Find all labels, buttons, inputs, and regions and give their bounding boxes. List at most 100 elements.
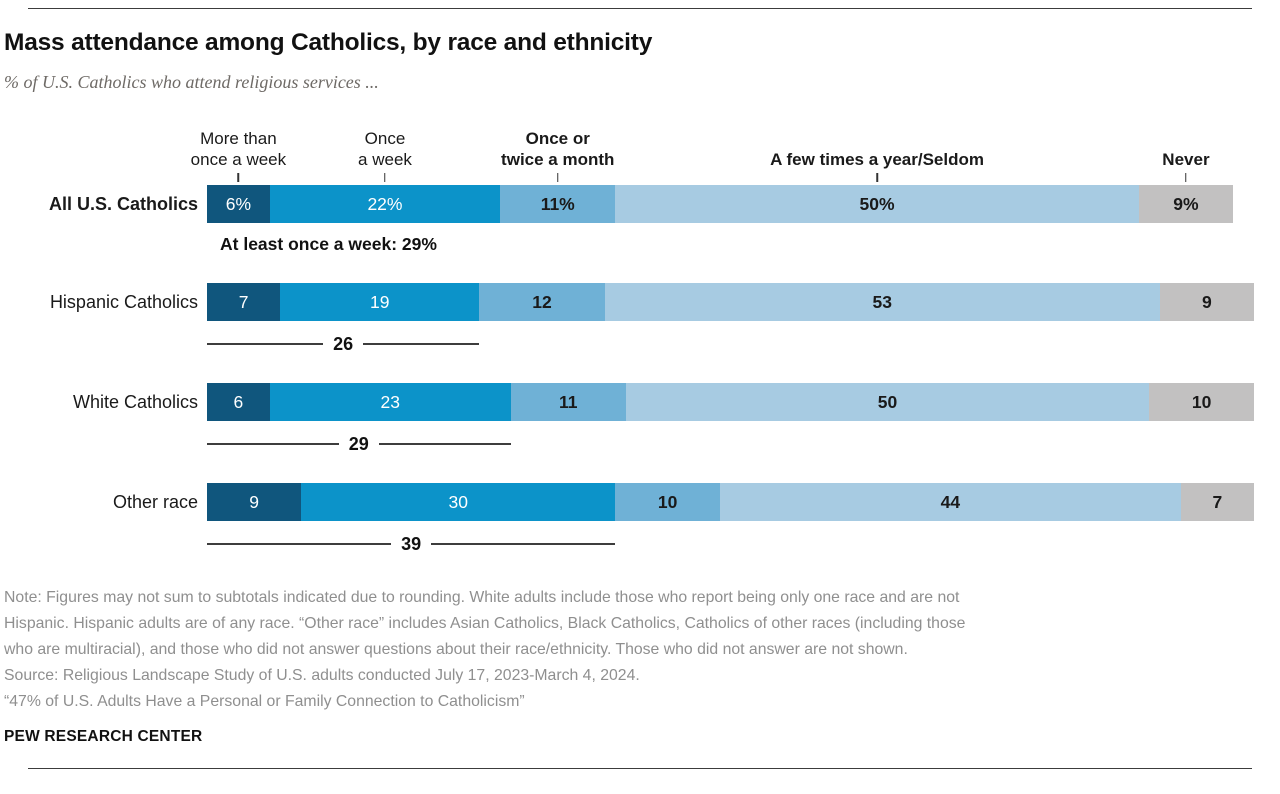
subtotal-value: 29 [348,433,369,454]
axis-tick [556,173,559,182]
bar-segment-0: 6 [207,383,270,421]
bar-segment-4: 9 [1159,283,1254,321]
bar-segment-1: 22% [269,185,501,223]
chart-page: Mass attendance among Catholics, by race… [0,8,1280,794]
bracket-line [207,343,324,345]
bracket-line [431,543,616,545]
bar-area: 9 30 10 44 7 [207,483,1254,521]
row-label: Hispanic Catholics [49,291,198,312]
segment-value: 23 [380,391,400,412]
bar-area: 6% 22% 11% 50% 9% [207,185,1254,223]
column-header: A few times a year/Seldom [770,150,985,169]
note-line: Note: Figures may not sum to subtotals i… [4,589,960,606]
segment-value: 44 [940,491,961,512]
bar-row: All U.S. Catholics 6% 22% 11% 50% 9% [0,185,1280,223]
axis-header-row: More than once a week Once a week Once or … [191,115,1254,185]
bracket-line [207,443,339,445]
bottom-divider [28,768,1252,769]
segment-value: 30 [448,491,468,512]
segment-value: 11 [558,391,578,412]
bar-segment-4: 10 [1149,383,1254,421]
bar-segment-2: 12 [479,283,605,321]
stacked-bar: 9 30 10 44 7 [207,483,1254,521]
bar-segment-4: 9% [1138,185,1234,223]
stacked-bar-chart: More than once a week Once a week Once or … [0,115,1280,555]
source-line: Source: Religious Landscape Study of U.S… [4,667,640,684]
subtotal-bracket: 39 [207,533,616,555]
segment-value: 50 [877,391,898,412]
segment-value: 10 [657,491,678,512]
stacked-bar: 7 19 12 53 9 [207,283,1254,321]
column-header: More than once a week [190,129,287,169]
report-quote-line: “47% of U.S. Adults Have a Personal or F… [4,693,525,710]
bar-segment-3: 44 [720,483,1181,521]
stacked-bar: 6 23 11 50 10 [207,383,1254,421]
bar-segment-3: 50 [625,383,1150,421]
segment-value: 12 [532,291,552,312]
row-block: All U.S. Catholics 6% 22% 11% 50% 9% At least … [0,185,1280,255]
axis-tick [1185,173,1187,182]
bar-segment-3: 50% [615,185,1139,223]
bar-row: Hispanic Catholics 7 19 12 53 9 [0,283,1280,321]
axis-tick [384,173,386,182]
top-divider [28,8,1252,9]
bar-segment-2: 11% [500,185,616,223]
bar-segment-1: 23 [269,383,511,421]
stacked-bar: 6% 22% 11% 50% 9% [207,185,1254,223]
column-header: Never [1162,150,1210,169]
row-block: Other race 9 30 10 44 7 39 [0,483,1280,555]
subtotal-annotation: At least once a week: 29% [220,234,437,254]
bracket-line [207,543,392,545]
segment-value: 10 [1191,391,1212,412]
note-line: Hispanic. Hispanic adults are of any rac… [4,615,966,632]
annotation-wrap: At least once a week: 29% [207,234,1254,255]
segment-value: 7 [238,291,249,312]
segment-value: 7 [1212,491,1223,512]
subtotal-value: 39 [401,533,422,554]
segment-value: 6% [225,193,252,214]
bar-area: 7 19 12 53 9 [207,283,1254,321]
segment-value: 6 [233,391,244,412]
bracket-wrap: 26 [207,333,1254,355]
bar-segment-1: 19 [280,283,480,321]
axis-tick [237,173,240,182]
row-label: All U.S. Catholics [48,193,198,214]
row-label: White Catholics [72,391,198,412]
bar-segment-3: 53 [604,283,1160,321]
chart-rows: All U.S. Catholics 6% 22% 11% 50% 9% At least … [0,185,1280,555]
bracket-line [363,343,480,345]
bracket-wrap: 29 [207,433,1254,455]
bar-segment-0: 9 [207,483,302,521]
chart-title: Mass attendance among Catholics, by race… [4,29,653,56]
notes-block: Note: Figures may not sum to subtotals i… [4,585,1280,715]
segment-value: 9% [1173,193,1199,214]
bar-segment-2: 11 [510,383,626,421]
bar-segment-0: 6% [207,185,270,223]
subtotal-bracket: 26 [207,333,480,355]
segment-value: 9 [249,491,259,512]
segment-value: 11% [540,193,575,214]
bar-row: White Catholics 6 23 11 50 10 [0,383,1280,421]
bar-row: Other race 9 30 10 44 7 [0,483,1280,521]
subtotal-bracket: 29 [207,433,511,455]
subtotal-value: 26 [333,333,354,354]
pew-research-center-label: PEW RESEARCH CENTER [4,728,203,745]
bar-segment-2: 10 [615,483,720,521]
row-block: White Catholics 6 23 11 50 10 29 [0,383,1280,455]
bar-segment-1: 30 [301,483,616,521]
bar-segment-0: 7 [207,283,281,321]
row-block: Hispanic Catholics 7 19 12 53 9 26 [0,283,1280,355]
segment-value: 53 [872,291,893,312]
segment-value: 9 [1201,291,1212,312]
bar-segment-4: 7 [1180,483,1254,521]
bracket-wrap: 39 [207,533,1254,555]
segment-value: 19 [370,291,390,312]
bracket-line [378,443,511,445]
column-header: Once a week [358,129,412,169]
bar-area: 6 23 11 50 10 [207,383,1254,421]
column-header: Once or twice a month [501,129,615,169]
axis-tick [876,173,878,182]
row-label: Other race [112,491,198,512]
segment-value: 50% [859,193,895,214]
segment-value: 22% [367,193,403,214]
